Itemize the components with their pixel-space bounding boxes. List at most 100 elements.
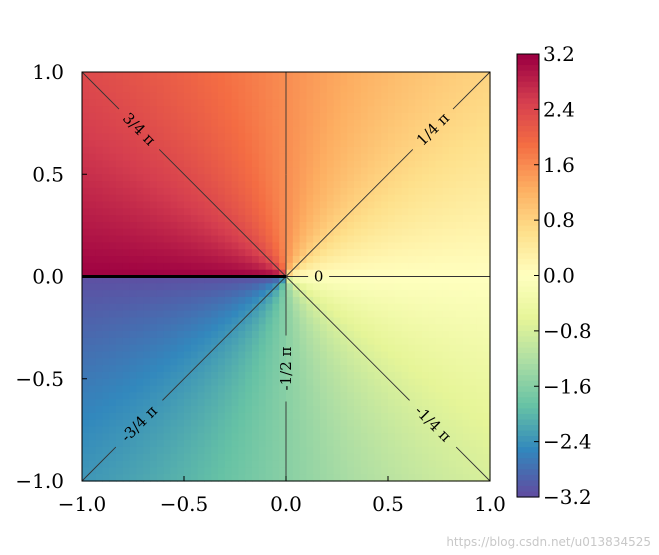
- heatmap-cell: [354, 106, 362, 114]
- heatmap-cell: [381, 119, 389, 128]
- heatmap-cell: [170, 269, 178, 278]
- heatmap-cell: [82, 446, 90, 455]
- heatmap-cell: [156, 385, 165, 393]
- heatmap-cell: [156, 174, 165, 182]
- heatmap-cell: [129, 453, 137, 462]
- heatmap-cell: [258, 392, 267, 400]
- heatmap-cell: [143, 187, 151, 196]
- heatmap-cell: [156, 119, 165, 128]
- heatmap-cell: [476, 392, 484, 400]
- colorbar-swatch: [517, 308, 539, 315]
- heatmap-cell: [326, 460, 335, 468]
- heatmap-cell: [483, 399, 491, 407]
- heatmap-cell: [347, 426, 355, 434]
- heatmap-cell: [177, 371, 185, 380]
- heatmap-cell: [238, 467, 246, 475]
- heatmap-cell: [122, 453, 131, 462]
- heatmap-cell: [238, 276, 246, 284]
- heatmap-cell: [82, 283, 90, 291]
- heatmap-cell: [469, 201, 477, 209]
- heatmap-cell: [381, 228, 389, 237]
- heatmap-cell: [286, 467, 294, 475]
- heatmap-cell: [354, 399, 362, 407]
- heatmap-cell: [184, 317, 192, 325]
- heatmap-cell: [224, 467, 233, 475]
- heatmap-cell: [88, 133, 97, 141]
- heatmap-cell: [252, 133, 260, 141]
- heatmap-cell: [394, 344, 403, 353]
- heatmap-cell: [197, 146, 205, 155]
- heatmap-cell: [394, 72, 403, 80]
- heatmap-cell: [272, 446, 280, 455]
- heatmap-cell: [88, 249, 97, 257]
- colorbar-tick-label: −1.6: [543, 374, 592, 398]
- heatmap-cell: [449, 208, 457, 216]
- heatmap-cell: [374, 221, 382, 230]
- heatmap-cell: [272, 351, 280, 359]
- heatmap-cell: [190, 385, 199, 393]
- heatmap-cell: [340, 412, 348, 421]
- heatmap-cell: [211, 460, 219, 468]
- heatmap-cell: [476, 269, 484, 278]
- heatmap-cell: [156, 453, 165, 462]
- heatmap-cell: [204, 331, 212, 339]
- heatmap-cell: [340, 160, 348, 169]
- heatmap-cell: [333, 85, 341, 94]
- heatmap-cell: [462, 221, 471, 230]
- heatmap-cell: [197, 228, 205, 237]
- heatmap-cell: [286, 119, 294, 128]
- heatmap-cell: [299, 140, 307, 148]
- heatmap-cell: [354, 181, 362, 189]
- heatmap-cell: [184, 153, 192, 162]
- heatmap-cell: [449, 399, 457, 407]
- heatmap-cell: [252, 419, 260, 428]
- heatmap-cell: [422, 310, 430, 318]
- heatmap-cell: [224, 399, 233, 407]
- heatmap-cell: [388, 365, 396, 373]
- heatmap-cell: [143, 290, 151, 298]
- heatmap-cell: [483, 371, 491, 380]
- heatmap-cell: [313, 78, 321, 87]
- heatmap-cell: [313, 140, 321, 148]
- heatmap-cell: [299, 153, 307, 162]
- heatmap-cell: [367, 153, 375, 162]
- heatmap-cell: [442, 324, 450, 332]
- heatmap-cell: [374, 78, 382, 87]
- heatmap-cell: [116, 453, 124, 462]
- heatmap-cell: [286, 433, 294, 441]
- heatmap-cell: [245, 221, 253, 230]
- heatmap-cell: [442, 371, 450, 380]
- heatmap-cell: [122, 412, 131, 421]
- heatmap-cell: [292, 228, 301, 237]
- colorbar-swatch: [517, 364, 539, 371]
- heatmap-cell: [394, 194, 403, 203]
- heatmap-cell: [150, 344, 158, 353]
- heatmap-cell: [347, 406, 355, 414]
- colorbar-swatch: [517, 203, 539, 210]
- heatmap-cell: [279, 167, 287, 175]
- heatmap-cell: [333, 419, 341, 428]
- heatmap-cell: [258, 187, 267, 196]
- heatmap-cell: [340, 310, 348, 318]
- heatmap-cell: [340, 406, 348, 414]
- heatmap-cell: [367, 99, 375, 107]
- contour-line: [158, 149, 287, 277]
- heatmap-cell: [252, 208, 260, 216]
- heatmap-cell: [320, 392, 328, 400]
- heatmap-cell: [265, 235, 273, 244]
- heatmap-cell: [320, 208, 328, 216]
- heatmap-cell: [156, 331, 165, 339]
- contour-line: [452, 71, 491, 110]
- heatmap-cell: [279, 194, 287, 203]
- heatmap-cell: [394, 262, 403, 271]
- heatmap-cell: [333, 392, 341, 400]
- heatmap-cell: [462, 303, 471, 312]
- heatmap-cell: [449, 337, 457, 346]
- heatmap-cell: [340, 201, 348, 209]
- axes: −1.0 −0.5 0.0 0.5 1.0−1.0−0.50.00.51.0: [15, 60, 505, 516]
- heatmap-cell: [401, 215, 409, 223]
- heatmap-cell: [442, 331, 450, 339]
- heatmap-cell: [292, 344, 301, 353]
- heatmap-cell: [258, 153, 267, 162]
- heatmap-cell: [435, 474, 443, 482]
